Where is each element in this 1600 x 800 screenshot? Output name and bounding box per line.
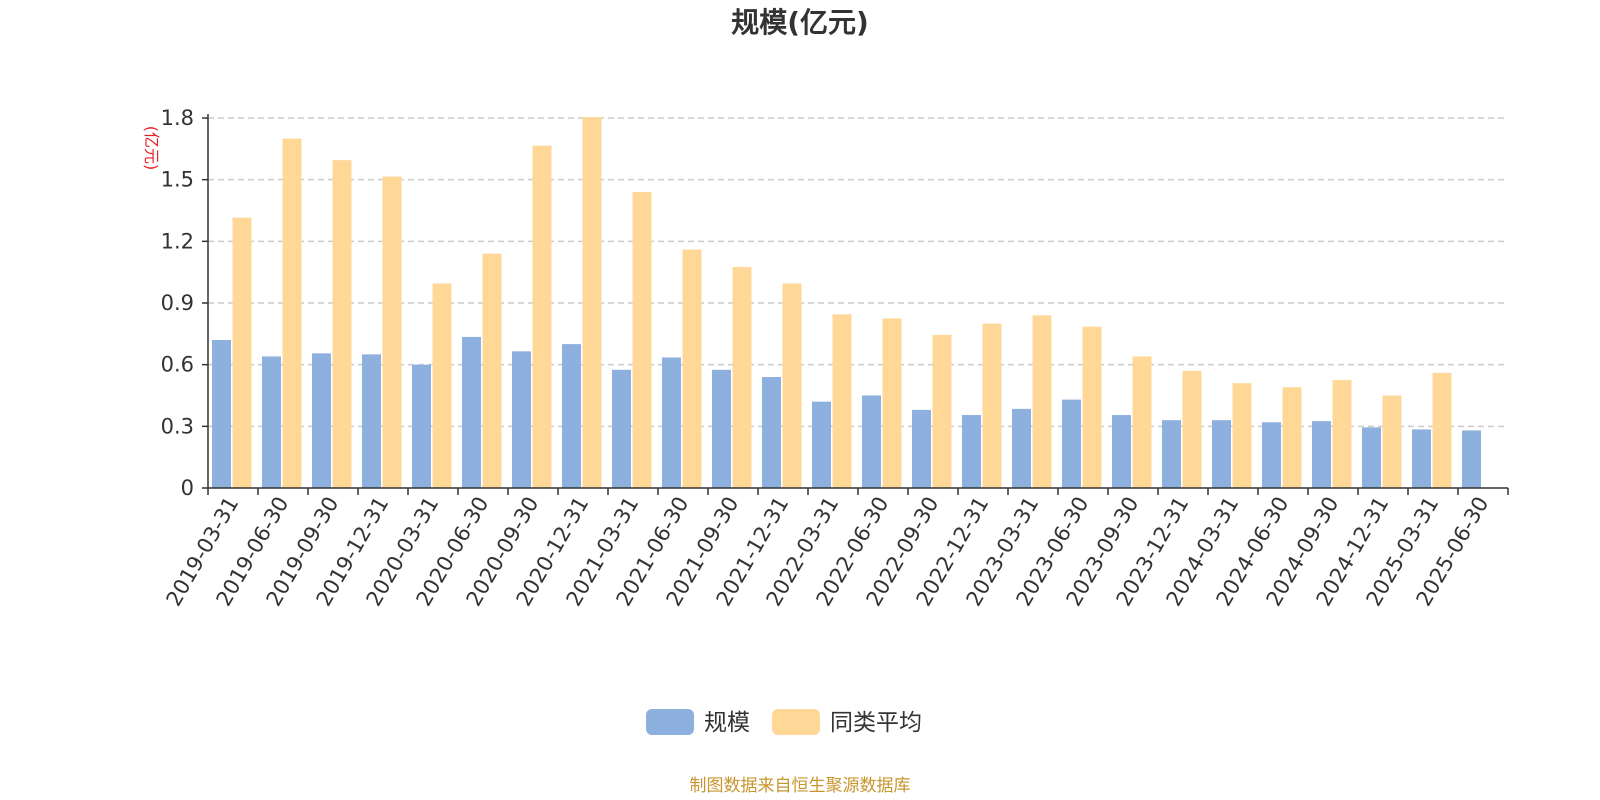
y-tick-label: 0.6: [161, 353, 194, 377]
bar-peer-average[interactable]: [482, 253, 502, 488]
bar-guimo[interactable]: [912, 409, 931, 488]
bar-peer-average[interactable]: [682, 249, 702, 488]
bar-guimo[interactable]: [1062, 399, 1081, 488]
bar-peer-average[interactable]: [232, 217, 252, 488]
bars: [212, 116, 1481, 489]
bar-guimo[interactable]: [1262, 422, 1281, 488]
y-axis-ticks: 0 0.3 0.6 0.9 1.2 1.5 1.8: [161, 106, 208, 500]
legend[interactable]: 规模 同类平均: [646, 709, 922, 736]
bar-guimo[interactable]: [1112, 415, 1131, 488]
y-axis-unit: (亿元): [142, 126, 161, 171]
legend-item-guimo[interactable]: 规模: [646, 709, 750, 736]
bar-peer-average[interactable]: [732, 267, 752, 488]
bar-peer-average[interactable]: [1032, 315, 1052, 488]
y-tick-label: 0.3: [161, 414, 194, 438]
bar-peer-average[interactable]: [332, 160, 352, 488]
bar-guimo[interactable]: [612, 369, 631, 488]
bar-peer-average[interactable]: [1282, 387, 1302, 488]
bar-guimo[interactable]: [1412, 429, 1431, 488]
bar-peer-average[interactable]: [282, 138, 302, 489]
legend-item-peer-average[interactable]: 同类平均: [772, 709, 922, 736]
bar-guimo[interactable]: [1212, 420, 1231, 488]
bar-peer-average[interactable]: [1182, 370, 1202, 488]
bar-peer-average[interactable]: [1332, 380, 1352, 488]
bar-guimo[interactable]: [1162, 420, 1181, 488]
bar-guimo[interactable]: [462, 336, 481, 488]
bar-guimo[interactable]: [312, 353, 331, 488]
bar-guimo[interactable]: [512, 351, 531, 488]
y-tick-label: 1.8: [161, 106, 194, 130]
bar-guimo[interactable]: [1012, 408, 1031, 488]
y-tick-label: 1.2: [161, 229, 194, 253]
bar-peer-average[interactable]: [832, 314, 852, 488]
chart-title: 规模(亿元): [731, 6, 869, 39]
legend-label: 规模: [704, 710, 750, 736]
legend-label: 同类平均: [830, 710, 922, 736]
bar-guimo[interactable]: [662, 357, 681, 488]
legend-swatch: [772, 709, 820, 735]
bar-guimo[interactable]: [412, 364, 431, 488]
bar-peer-average[interactable]: [382, 176, 402, 489]
bar-peer-average[interactable]: [432, 283, 452, 488]
y-tick-label: 1.5: [161, 168, 194, 192]
bar-peer-average[interactable]: [1082, 326, 1102, 488]
bar-peer-average[interactable]: [1432, 372, 1452, 488]
bar-guimo[interactable]: [762, 377, 781, 488]
bar-guimo[interactable]: [562, 344, 581, 488]
bar-peer-average[interactable]: [532, 145, 552, 488]
bar-peer-average[interactable]: [582, 116, 602, 488]
bar-guimo[interactable]: [212, 340, 231, 488]
bar-guimo[interactable]: [1312, 421, 1331, 488]
data-source-note: 制图数据来自恒生聚源数据库: [690, 776, 911, 796]
y-tick-label: 0: [181, 476, 194, 500]
bar-peer-average[interactable]: [882, 318, 902, 488]
bar-peer-average[interactable]: [782, 283, 802, 488]
bar-peer-average[interactable]: [632, 192, 652, 488]
bar-guimo[interactable]: [262, 356, 281, 488]
x-axis-ticks: 2019-03-312019-06-302019-09-302019-12-31…: [162, 488, 1509, 610]
bar-guimo[interactable]: [812, 401, 831, 488]
bar-guimo[interactable]: [1362, 427, 1381, 488]
bar-guimo[interactable]: [1462, 430, 1481, 488]
legend-swatch: [646, 709, 694, 735]
bar-peer-average[interactable]: [1232, 383, 1252, 488]
bar-guimo[interactable]: [862, 395, 881, 489]
bar-guimo[interactable]: [712, 369, 731, 488]
bar-peer-average[interactable]: [932, 334, 952, 488]
bar-guimo[interactable]: [962, 415, 981, 488]
grid-lines: [208, 117, 1508, 428]
bar-peer-average[interactable]: [1132, 356, 1152, 488]
bar-peer-average[interactable]: [982, 323, 1002, 488]
bar-guimo[interactable]: [362, 354, 381, 488]
bar-peer-average[interactable]: [1382, 395, 1402, 489]
y-tick-label: 0.9: [161, 291, 194, 315]
